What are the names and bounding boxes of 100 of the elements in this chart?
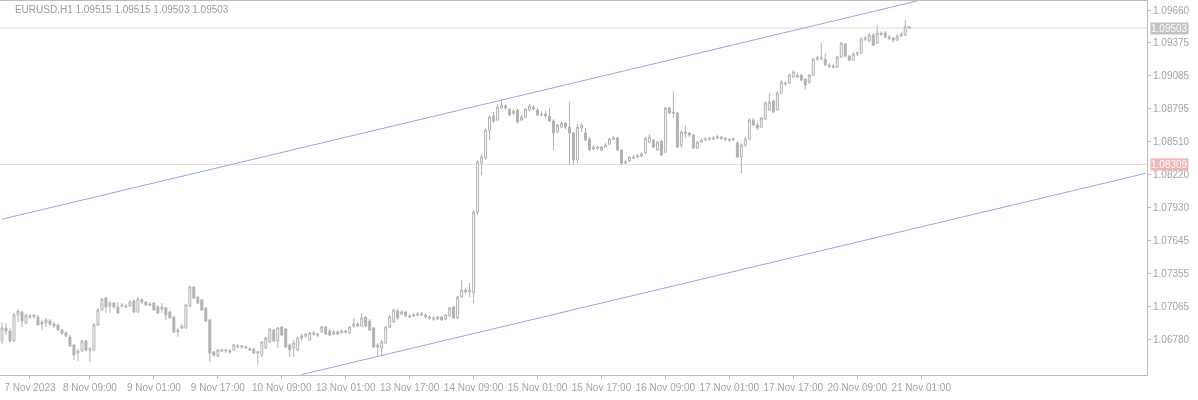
x-tick-label: 13 Nov 17:00 bbox=[379, 382, 440, 393]
candlestick bbox=[887, 34, 891, 41]
candlestick bbox=[903, 19, 907, 37]
candlestick bbox=[544, 110, 547, 119]
candlestick bbox=[320, 325, 324, 334]
x-tick-label: 20 Nov 09:00 bbox=[827, 382, 888, 393]
candlestick bbox=[364, 315, 368, 328]
y-tick-label: 1.09085 bbox=[1153, 70, 1190, 82]
candlestick bbox=[292, 339, 296, 358]
x-tick-label: 8 Nov 09:00 bbox=[62, 382, 118, 393]
candlestick bbox=[895, 33, 899, 42]
candlestick bbox=[276, 326, 280, 349]
candlestick bbox=[396, 308, 400, 321]
candlestick bbox=[711, 135, 715, 141]
candlestick bbox=[240, 344, 244, 350]
candlestick bbox=[635, 153, 639, 159]
candlestick bbox=[631, 154, 635, 160]
candlestick bbox=[596, 145, 599, 151]
x-tick-label: 16 Nov 09:00 bbox=[635, 382, 696, 393]
candlestick bbox=[540, 110, 544, 117]
candlestick bbox=[344, 329, 348, 335]
candlestick bbox=[244, 345, 248, 350]
candlestick bbox=[719, 135, 723, 141]
candlestick bbox=[12, 312, 16, 343]
candlestick bbox=[412, 312, 416, 318]
candlestick bbox=[803, 77, 807, 91]
x-tick-label: 9 Nov 17:00 bbox=[190, 382, 246, 393]
candlestick bbox=[651, 138, 655, 149]
candlestick bbox=[787, 72, 791, 85]
x-tick-label: 17 Nov 01:00 bbox=[699, 382, 760, 393]
y-tick-label: 1.07355 bbox=[1153, 267, 1190, 279]
candlestick bbox=[152, 301, 156, 312]
candlestick bbox=[715, 134, 719, 140]
x-tick-label: 14 Nov 09:00 bbox=[443, 382, 504, 393]
candlestick bbox=[124, 303, 128, 309]
ref-line-label: 1.08309 bbox=[1151, 159, 1188, 170]
candlestick bbox=[40, 319, 44, 331]
candlestick bbox=[236, 343, 240, 349]
candlestick bbox=[883, 30, 887, 39]
candlestick bbox=[28, 313, 32, 320]
candlestick bbox=[560, 120, 563, 129]
candlestick bbox=[627, 155, 631, 163]
candlestick bbox=[508, 107, 512, 117]
candlestick bbox=[703, 136, 707, 142]
candlestick bbox=[224, 348, 228, 354]
candlestick bbox=[48, 318, 52, 327]
candlestick bbox=[148, 301, 152, 307]
candlestick bbox=[424, 312, 428, 320]
candlestick bbox=[707, 136, 711, 142]
candlestick bbox=[232, 343, 236, 352]
candlestick bbox=[116, 301, 120, 315]
y-tick-label: 1.08795 bbox=[1153, 103, 1190, 115]
ref-line-label: 1.09503 bbox=[1151, 23, 1188, 34]
x-tick-label: 17 Nov 17:00 bbox=[763, 382, 824, 393]
candlestick bbox=[328, 328, 332, 337]
candlestick bbox=[524, 107, 528, 119]
candlestick bbox=[875, 24, 879, 45]
candlestick bbox=[360, 312, 364, 328]
candlestick bbox=[156, 304, 160, 315]
candlestick bbox=[843, 42, 847, 58]
candlestick bbox=[308, 331, 312, 342]
candlestick bbox=[36, 314, 40, 327]
candlestick bbox=[60, 328, 64, 336]
candlestick bbox=[104, 296, 108, 314]
candlestick bbox=[607, 137, 611, 146]
x-tick-label: 15 Nov 17:00 bbox=[571, 382, 632, 393]
x-tick-label: 10 Nov 09:00 bbox=[252, 382, 312, 393]
candlestick bbox=[392, 308, 396, 324]
candlestick bbox=[691, 133, 695, 150]
candlestick bbox=[228, 348, 232, 355]
candlestick bbox=[304, 332, 308, 339]
candlestick bbox=[440, 315, 444, 322]
candlestick bbox=[332, 329, 336, 335]
candlestick bbox=[136, 296, 140, 314]
candlestick bbox=[108, 300, 112, 314]
candlestick bbox=[56, 323, 60, 332]
candlestick bbox=[731, 136, 735, 142]
candlestick bbox=[432, 315, 436, 322]
y-tick-label: 1.09660 bbox=[1153, 4, 1190, 16]
candlestick bbox=[416, 311, 420, 317]
candlestick bbox=[655, 140, 659, 152]
candlestick bbox=[220, 348, 224, 353]
y-tick-label: 1.09375 bbox=[1153, 37, 1190, 49]
candlestick bbox=[891, 36, 895, 43]
candlestick bbox=[643, 136, 647, 155]
candlestick bbox=[132, 298, 136, 314]
candlestick bbox=[603, 142, 607, 148]
candlestick bbox=[496, 103, 500, 122]
candlestick bbox=[312, 330, 316, 337]
candlestick bbox=[576, 123, 579, 164]
candlestick bbox=[248, 346, 252, 352]
candlestick bbox=[24, 313, 28, 325]
x-tick-label: 15 Nov 01:00 bbox=[507, 382, 568, 393]
y-tick-label: 1.07930 bbox=[1153, 202, 1190, 214]
candlestick bbox=[20, 310, 24, 328]
candlestick bbox=[795, 72, 799, 79]
candlestick bbox=[172, 315, 176, 334]
candlestick bbox=[324, 325, 328, 336]
candlestick bbox=[216, 348, 220, 358]
candlestick bbox=[404, 310, 408, 318]
